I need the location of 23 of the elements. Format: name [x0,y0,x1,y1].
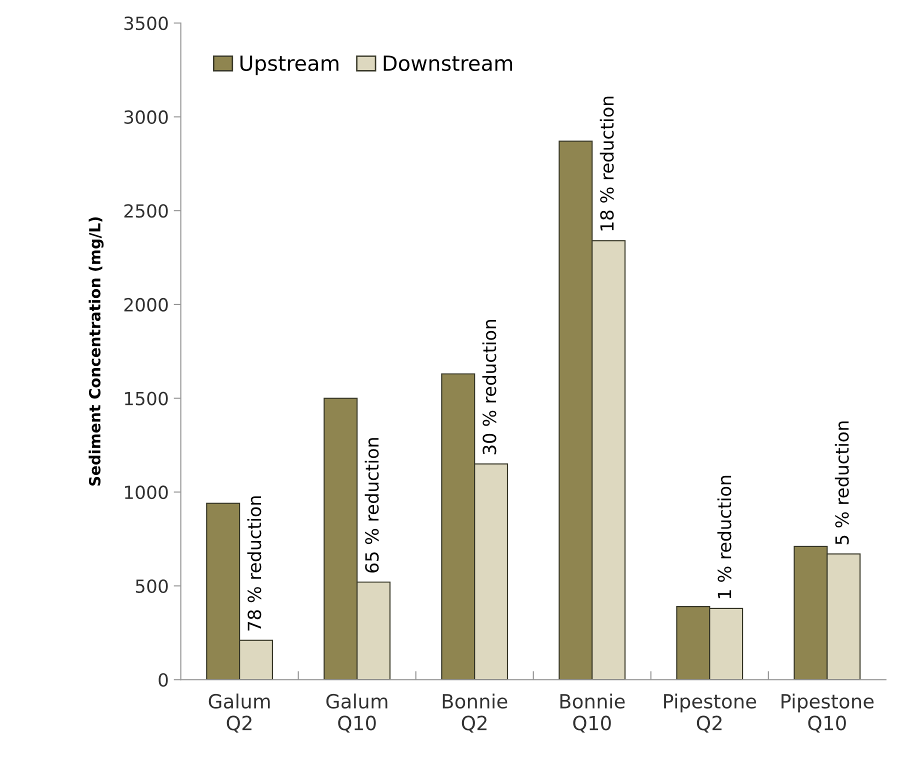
annotation: 65 % reduction [364,438,379,573]
y-tick-label: 2000 [124,298,168,312]
y-tick-label: 500 [136,579,168,593]
annotation: 78 % reduction [247,496,262,630]
y-tick-label: 2500 [124,204,168,218]
x-tick-label: Bonnie Q2 [442,694,508,733]
y-tick-label: 3500 [124,16,168,30]
y-tick-label: 3000 [124,110,168,124]
y-tick-label: 1000 [125,486,168,500]
annotation: 18 % reduction [600,96,614,230]
x-tick-label: Galum Q2 [208,694,270,733]
y-tick-label: 1500 [125,392,168,406]
legend-label: Downstream [384,56,512,72]
x-tick-label: Pipestone Q2 [664,694,756,733]
x-tick-label: Galum Q10 [326,694,388,733]
y-tick-label: 0 [158,673,168,687]
annotation: 1 % reduction [717,476,732,598]
x-tick-label: Bonnie Q10 [560,694,625,733]
legend-label: Upstream [240,56,338,76]
annotation: 5 % reduction [834,422,849,544]
x-tick-label: Pipestone Q10 [782,694,874,733]
annotation: 30 % reduction [482,320,496,454]
y-axis-title: Sediment Concentration (mg/L) [88,217,104,486]
